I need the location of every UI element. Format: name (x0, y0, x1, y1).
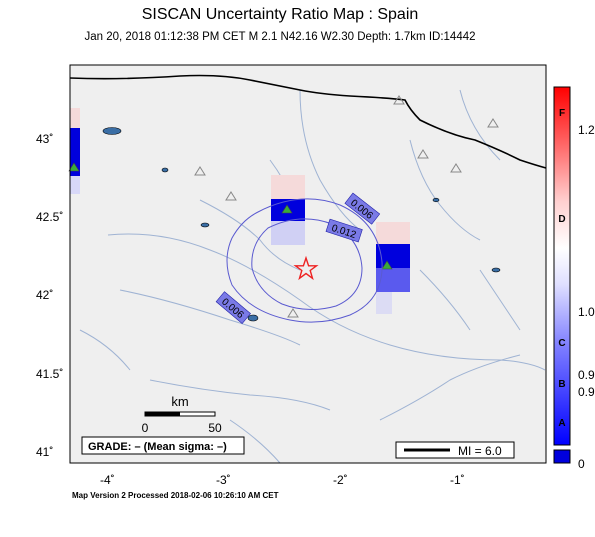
colorbar: F D C B A 1.2 1.0 0.9 0.9 0 (553, 86, 595, 471)
mi-legend-text: MI = 6.0 (458, 444, 502, 458)
scale-bar: km 0 50 (142, 394, 222, 435)
grade-letter-d: D (558, 214, 565, 225)
map-frame (69, 64, 547, 464)
lat-label-42-5: 42.5˚ (36, 210, 63, 224)
scale-start: 0 (142, 421, 149, 435)
colorbar-value-1-0: 1.0 (578, 305, 595, 319)
scale-end: 50 (208, 421, 222, 435)
mi-legend: MI = 6.0 (395, 441, 515, 459)
colorbar-value-0: 0 (578, 457, 585, 471)
grade-letter-b: B (558, 379, 565, 390)
footer-processed: Map Version 2 Processed 2018-02-06 10:26… (72, 491, 279, 500)
grade-text: GRADE: – (Mean sigma: –) (88, 441, 227, 453)
lon-label-2: -2˚ (333, 473, 348, 487)
colorbar-value-0-9a: 0.9 (578, 368, 595, 382)
lon-label-1: -1˚ (450, 473, 465, 487)
map-title: SISCAN Uncertainty Ratio Map : Spain (141, 6, 419, 23)
grade-letter-c: C (558, 338, 565, 349)
event-info: Jan 20, 2018 01:12:38 PM CET M 2.1 N42.1… (84, 31, 476, 43)
colorbar-value-1-2: 1.2 (578, 123, 595, 137)
epicenter-star-icon (293, 255, 319, 281)
grade-letter-f: F (559, 108, 565, 119)
colorbar-value-0-9b: 0.9 (578, 385, 595, 399)
lat-label-41-5: 41.5˚ (36, 367, 63, 381)
lon-label-4: -4˚ (100, 473, 115, 487)
coastline (69, 74, 547, 169)
lat-tick-labels: 43˚ 42.5˚ 42˚ 41.5˚ 41˚ (36, 132, 63, 459)
stations (68, 95, 499, 318)
lat-label-41: 41˚ (36, 445, 53, 459)
lat-label-42: 42˚ (36, 288, 53, 302)
lon-tick-labels: -4˚ -3˚ -2˚ -1˚ (100, 473, 465, 487)
grade-letter-a: A (558, 418, 565, 429)
lakes (102, 127, 501, 322)
lat-label-43: 43˚ (36, 132, 53, 146)
scale-unit: km (171, 394, 188, 409)
lon-label-3: -3˚ (216, 473, 231, 487)
grade-box: GRADE: – (Mean sigma: –) (81, 436, 245, 455)
